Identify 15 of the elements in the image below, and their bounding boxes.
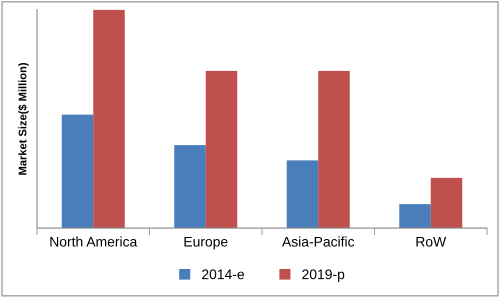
bar xyxy=(62,114,94,228)
legend-label: 2014-e xyxy=(202,269,244,280)
x-tick-label: Asia-Pacific xyxy=(282,236,354,247)
x-tick-label: Europe xyxy=(184,236,228,250)
bar xyxy=(399,204,431,228)
legend-label: 2019-p xyxy=(302,269,344,282)
y-axis-title: Market Size($ Million) xyxy=(18,63,29,175)
bar xyxy=(286,160,318,228)
bar xyxy=(318,70,350,228)
x-tick-label: North America xyxy=(50,236,138,247)
bar xyxy=(206,70,238,228)
bar xyxy=(174,145,206,228)
x-tick-label: RoW xyxy=(416,236,446,247)
bar xyxy=(430,178,462,228)
bar xyxy=(93,10,125,228)
